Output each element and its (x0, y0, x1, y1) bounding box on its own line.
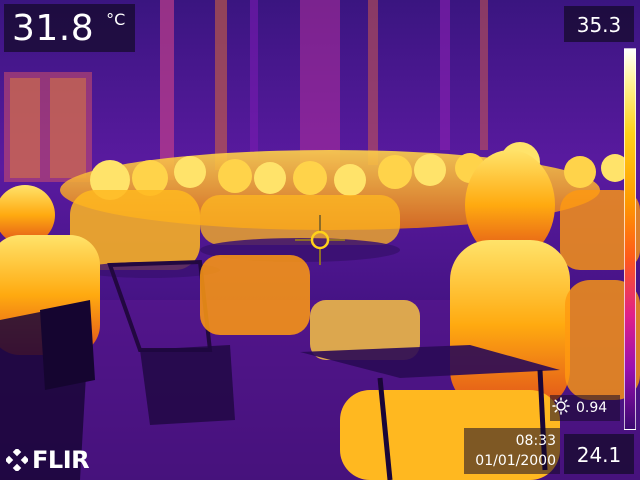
pillar (160, 0, 174, 180)
wall-panel (10, 78, 40, 178)
pillar (250, 0, 258, 160)
time-label: 08:33 (515, 433, 556, 449)
date-label: 01/01/2000 (475, 453, 556, 469)
flir-logo-icon (6, 449, 28, 471)
timestamp: 08:33 01/01/2000 (464, 428, 560, 474)
wall-panel (50, 78, 86, 178)
pillar (440, 0, 450, 150)
spot-temperature-readout: 31.8 °C (4, 4, 136, 52)
pillar (368, 0, 378, 165)
pillar (215, 0, 227, 170)
pillar (300, 0, 340, 170)
scale-min-temperature: 24.1 (564, 434, 634, 474)
scale-max-temperature: 35.3 (564, 6, 634, 42)
temperature-unit: °C (106, 10, 126, 29)
emissivity-value: 0.94 (576, 400, 608, 416)
color-scale-bar (624, 48, 636, 430)
emissivity-icon (552, 397, 570, 419)
spot-temperature-value: 31.8 (12, 8, 95, 49)
pillar (480, 0, 488, 150)
emissivity-indicator: 0.94 (550, 395, 620, 421)
spot-crosshair-icon (295, 215, 345, 265)
flir-logo: FLIR (6, 446, 90, 474)
flir-logo-text: FLIR (32, 446, 90, 474)
